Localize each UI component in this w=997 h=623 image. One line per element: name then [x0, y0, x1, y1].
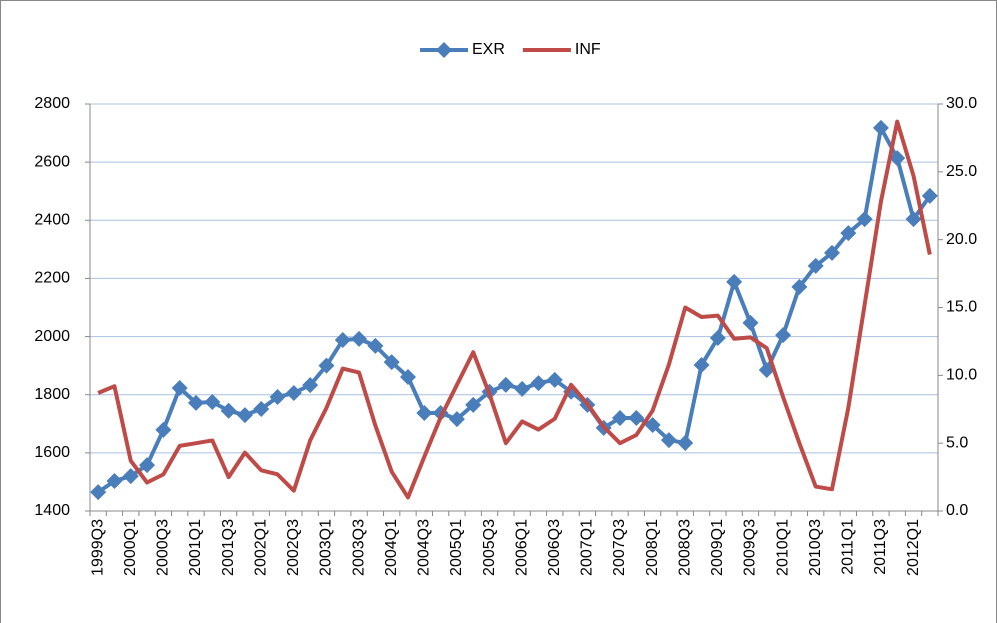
x-tick-label: 2007Q1 — [579, 519, 596, 576]
y2-tick-label: 10.0 — [946, 367, 977, 384]
x-tick-label: 2006Q1 — [513, 519, 530, 576]
x-tick-label: 1999Q3 — [89, 519, 106, 576]
data-point — [791, 278, 808, 295]
x-tick-label: 2000Q3 — [155, 519, 172, 576]
series-line — [97, 119, 932, 500]
data-point — [709, 330, 726, 347]
y-tick-label: 2800 — [34, 95, 70, 112]
x-tick-label: 2010Q3 — [807, 519, 824, 576]
data-point — [497, 376, 514, 393]
x-tick-label: 2001Q3 — [220, 519, 237, 576]
x-tick-label: 2002Q3 — [285, 519, 302, 576]
x-tick-label: 2008Q3 — [676, 519, 693, 576]
y-tick-label: 1800 — [34, 386, 70, 403]
x-tick-label: 2002Q1 — [252, 519, 269, 576]
data-point — [872, 119, 889, 136]
data-point — [546, 371, 563, 388]
data-point — [628, 409, 645, 426]
data-point — [905, 211, 922, 228]
data-point — [269, 389, 286, 406]
data-point — [644, 416, 661, 433]
x-tick-label: 2008Q1 — [644, 519, 661, 576]
data-point — [889, 150, 906, 167]
data-point — [253, 400, 270, 417]
data-point — [693, 357, 710, 374]
y-tick-label: 1600 — [34, 444, 70, 461]
data-point — [416, 405, 433, 422]
x-tick-label: 2001Q1 — [187, 519, 204, 576]
y2-tick-label: 0.0 — [946, 502, 968, 519]
data-point — [742, 314, 759, 331]
y-tick-label: 2000 — [34, 328, 70, 345]
y2-tick-label: 5.0 — [946, 434, 968, 451]
x-tick-label: 2006Q3 — [546, 519, 563, 576]
x-tick-label: 2003Q3 — [350, 519, 367, 576]
data-point — [220, 402, 237, 419]
data-point — [824, 244, 840, 261]
y-tick-label: 1400 — [34, 502, 70, 519]
data-point — [840, 225, 857, 242]
data-point — [775, 327, 792, 344]
legend-label: INF — [575, 41, 601, 58]
x-tick-label: 2009Q3 — [742, 519, 759, 576]
x-tick-label: 2005Q3 — [481, 519, 498, 576]
data-point — [367, 337, 384, 354]
data-point — [302, 377, 319, 394]
data-point — [383, 354, 400, 371]
data-point — [90, 484, 107, 501]
data-point — [612, 409, 628, 426]
x-tick-label: 2004Q3 — [416, 519, 433, 576]
x-tick-label: 2007Q3 — [611, 519, 628, 576]
data-point — [351, 330, 368, 347]
data-point — [530, 375, 547, 392]
y-tick-label: 2400 — [34, 212, 70, 229]
data-point — [122, 468, 139, 485]
data-point — [204, 393, 221, 410]
data-point — [660, 432, 677, 449]
x-tick-label: 2004Q1 — [383, 519, 400, 576]
y2-tick-label: 30.0 — [946, 95, 977, 112]
data-point — [726, 273, 743, 290]
data-point — [921, 187, 938, 204]
data-point — [236, 407, 253, 424]
y-tick-label: 2600 — [34, 153, 70, 170]
data-point — [155, 421, 172, 438]
data-point — [400, 368, 416, 385]
series-line — [97, 125, 932, 494]
legend-marker — [436, 42, 452, 58]
x-tick-label: 2011Q3 — [872, 519, 889, 575]
data-point — [318, 357, 335, 374]
data-point — [285, 384, 302, 401]
x-tick-label: 2000Q1 — [122, 519, 139, 576]
x-tick-label: 2012Q1 — [905, 519, 922, 576]
data-point — [807, 257, 824, 274]
y2-tick-label: 25.0 — [946, 163, 977, 180]
data-point — [465, 396, 482, 413]
data-point — [188, 394, 204, 411]
x-tick-label: 2009Q1 — [709, 519, 726, 576]
data-point — [171, 380, 188, 397]
data-point — [334, 332, 351, 349]
y2-tick-label: 20.0 — [946, 231, 977, 248]
y2-tick-label: 15.0 — [946, 299, 977, 316]
x-tick-label: 2003Q1 — [318, 519, 335, 576]
data-point — [677, 434, 694, 451]
x-tick-label: 2011Q1 — [840, 519, 857, 575]
x-tick-label: 2010Q1 — [774, 519, 791, 576]
data-point — [106, 473, 123, 490]
data-point — [856, 211, 873, 228]
data-point — [514, 380, 531, 397]
legend-label: EXR — [472, 41, 505, 58]
x-tick-label: 2005Q1 — [448, 519, 465, 576]
y-tick-label: 2200 — [34, 270, 70, 287]
data-point — [448, 411, 465, 428]
data-point — [139, 457, 156, 474]
